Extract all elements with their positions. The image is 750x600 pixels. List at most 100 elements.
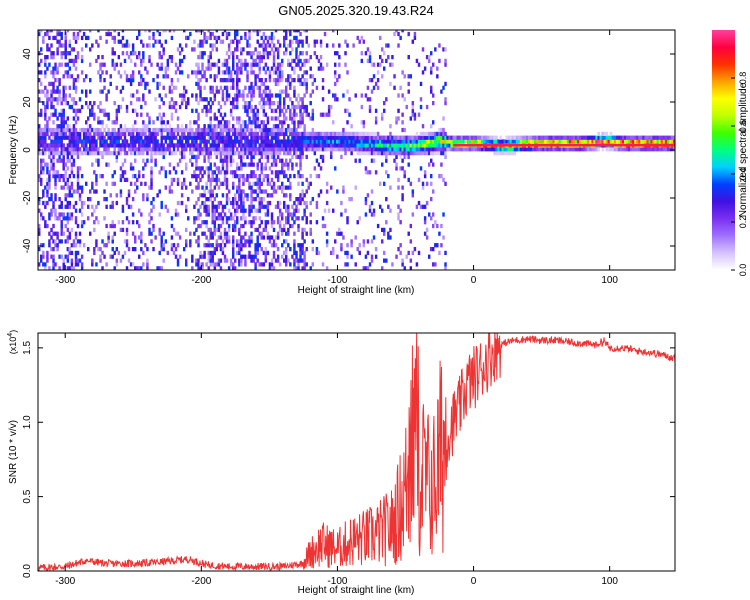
spectrogram-cell <box>256 181 259 186</box>
spectrogram-cell <box>64 47 67 52</box>
spectrogram-cell <box>415 135 419 140</box>
spectrogram-cell <box>297 197 300 202</box>
spectrogram-cell <box>185 124 188 129</box>
spectrogram-cell <box>266 204 270 209</box>
spectrogram-cell <box>250 162 253 167</box>
spectrogram-cell <box>107 30 110 33</box>
spectrogram-cell <box>150 181 153 186</box>
spectrogram-cell <box>330 131 333 137</box>
spectrogram-cell <box>74 250 78 256</box>
spectrogram-cell <box>272 131 276 137</box>
spectrogram-cell <box>70 212 74 217</box>
spectrogram-cell <box>272 250 276 256</box>
spectrogram-cell <box>115 154 119 160</box>
spectrogram-cell <box>113 120 116 125</box>
spectrogram-cell <box>209 235 212 240</box>
spectrogram-cell <box>58 254 61 259</box>
spectrogram-cell <box>360 147 364 152</box>
spectrogram-cell <box>197 185 200 190</box>
spectrogram-cell <box>270 154 274 160</box>
spectrogram-cell <box>229 108 233 113</box>
spectrogram-cell <box>227 78 231 83</box>
spectrogram-cell <box>407 31 410 37</box>
spectrogram-cell <box>89 112 92 117</box>
spectrogram-cell <box>232 239 235 244</box>
spectrogram-cell <box>403 266 406 270</box>
spectrogram-cell <box>52 254 55 259</box>
spectrogram-cell <box>87 135 90 140</box>
spectrogram-cell <box>150 131 153 137</box>
spectrogram-cell <box>256 31 259 37</box>
spectrogram-cell <box>183 97 186 102</box>
spectrogram-cell <box>60 31 63 37</box>
spectrogram-cell <box>438 43 441 48</box>
spectrogram-cell <box>62 258 65 263</box>
spectrogram-cell <box>336 143 339 148</box>
spectrogram-cell <box>317 250 321 256</box>
spectrogram-cell <box>40 108 43 113</box>
spectrogram-cell <box>415 204 419 209</box>
x-tick-label: 0 <box>471 275 477 286</box>
spectrogram-cell <box>121 127 125 133</box>
spectrogram-cell <box>264 78 268 83</box>
spectrogram-cell <box>348 131 351 137</box>
spectrogram-cell <box>219 181 223 186</box>
spectrogram-cell <box>205 108 208 113</box>
spectrogram-cell <box>223 151 227 156</box>
spectrogram-cell <box>311 112 315 117</box>
spectrogram-cell <box>305 58 308 64</box>
spectrogram-cell <box>383 143 386 148</box>
spectrogram-cell <box>244 162 247 167</box>
spectrogram-cell <box>372 139 376 144</box>
spectrogram-cell <box>64 135 67 140</box>
spectrogram-cell <box>207 147 210 152</box>
spectrogram-cell <box>309 181 312 186</box>
spectrogram-cell <box>260 131 263 137</box>
spectrogram-cell <box>199 193 202 198</box>
spectrogram-cell <box>152 31 155 37</box>
spectrogram-cell <box>319 112 323 117</box>
spectrogram-cell <box>295 97 298 102</box>
spectrogram-cell <box>240 216 243 221</box>
spectrogram-cell <box>303 266 306 270</box>
spectrogram-cell <box>252 154 255 160</box>
spectrogram-cell <box>80 254 84 259</box>
spectrogram-cell <box>399 139 402 144</box>
spectrogram-cell <box>183 247 186 252</box>
spectrogram-cell <box>564 135 568 140</box>
spectrogram-cell <box>656 135 660 140</box>
spectrogram-cell <box>217 131 221 137</box>
spectrogram-cell <box>364 143 368 148</box>
spectrogram-cell <box>423 216 427 221</box>
spectrogram-cell <box>148 227 151 233</box>
spectrogram-cell <box>40 181 43 186</box>
spectrogram-cell <box>236 216 239 221</box>
spectrogram-cell <box>376 223 380 229</box>
spectrogram-cell <box>58 151 61 156</box>
spectrogram-cell <box>346 135 349 140</box>
spectrogram-cell <box>66 147 70 152</box>
spectrogram-cell <box>299 243 302 248</box>
spectrogram-cell <box>144 139 147 144</box>
spectrogram-cell <box>250 174 253 179</box>
spectrogram-cell <box>74 143 78 148</box>
spectrogram-cell <box>38 197 41 202</box>
spectrogram-cell <box>307 43 310 48</box>
spectrogram-cell <box>125 200 129 206</box>
spectrogram-cell <box>178 139 182 144</box>
spectrogram-cell <box>266 147 270 152</box>
spectrogram-cell <box>168 151 172 156</box>
spectrogram-cell <box>72 139 76 144</box>
spectrogram-cell <box>289 97 292 102</box>
spectrogram-cell <box>140 247 143 252</box>
spectrogram-cell <box>628 147 631 152</box>
spectrogram-cell <box>344 262 347 267</box>
spectrogram-cell <box>111 174 114 179</box>
spectrogram-cell <box>225 139 229 144</box>
spectrogram-cell <box>338 147 341 152</box>
spectrogram-cell <box>266 235 270 240</box>
spectrogram-cell <box>50 30 53 33</box>
spectrogram-cell <box>370 189 374 194</box>
spectrogram-cell <box>107 143 110 148</box>
spectrogram-cell <box>289 262 292 267</box>
